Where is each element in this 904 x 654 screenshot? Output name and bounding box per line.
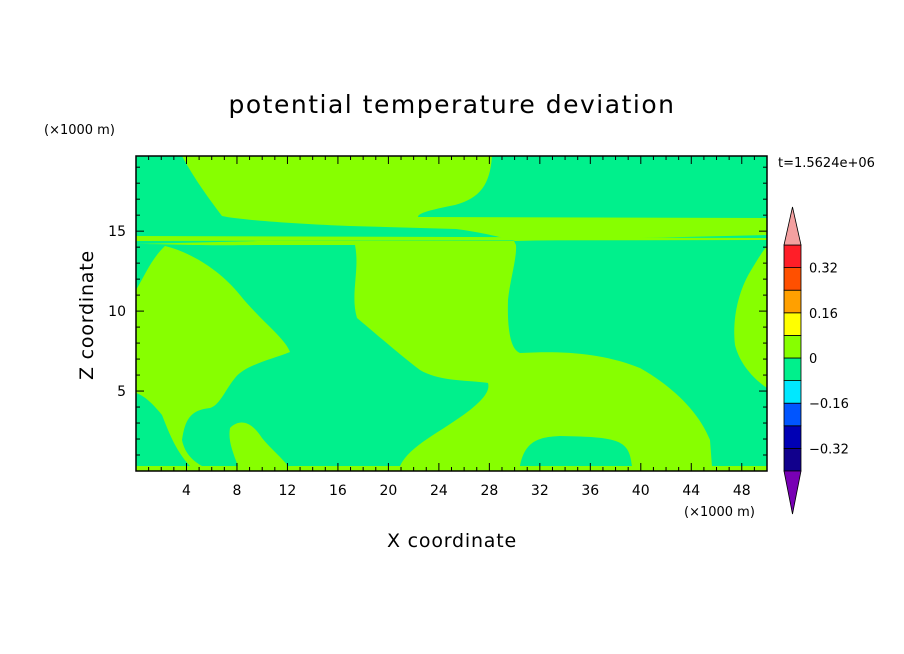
- colorbar-under-triangle: [783, 470, 802, 515]
- positive-region-west-pocket: [136, 246, 290, 466]
- colorbar-segment: [783, 267, 802, 291]
- colorbar-segment: [783, 312, 802, 336]
- colorbar-segment: [783, 380, 802, 404]
- positive-region-bottom-strip: [229, 422, 288, 466]
- x-tick-label: 48: [733, 483, 751, 499]
- x-tick-label: 28: [480, 483, 498, 499]
- colorbar-segment: [783, 447, 802, 472]
- colorbar-segment: [783, 289, 802, 314]
- x-unit-label: (×1000 m): [684, 505, 755, 520]
- y-tick-label: 10: [108, 304, 126, 320]
- x-tick-label: 44: [682, 483, 700, 499]
- x-tick-label: 20: [379, 483, 397, 499]
- x-tick-label: 4: [182, 483, 191, 499]
- plot-area: [135, 155, 768, 472]
- x-tick-label: 24: [430, 483, 448, 499]
- time-label: t=1.5624e+06: [778, 156, 875, 171]
- x-tick-label: 12: [279, 483, 297, 499]
- x-tick-labels: 4 8 12 16 20 24 28 32 36 40 44 48: [182, 483, 751, 499]
- plot-frame: [135, 155, 768, 472]
- y-tick-labels: 5 10 15: [108, 224, 126, 400]
- x-tick-label: 32: [531, 483, 549, 499]
- colorbar-segment: [783, 244, 802, 269]
- colorbar-tick-label: 0: [809, 352, 817, 367]
- positive-region-east-edge: [734, 246, 767, 388]
- x-tick-label: 36: [581, 483, 599, 499]
- y-axis-label: Z coordinate: [76, 250, 98, 380]
- y-tick-label: 15: [108, 224, 126, 240]
- x-tick-label: 40: [632, 483, 650, 499]
- colorbar-tick-label: 0.16: [809, 307, 838, 322]
- colorbar-segment: [783, 334, 802, 359]
- colorbar-segment: [783, 357, 802, 382]
- colorbar-tick-label: −0.32: [809, 442, 849, 457]
- colorbar-tick-label: −0.16: [809, 397, 849, 412]
- x-axis-label: X coordinate: [387, 530, 517, 552]
- colorbar: 0.32 0.16 0 −0.16 −0.32: [783, 206, 849, 515]
- y-tick-label: 5: [117, 384, 126, 400]
- colorbar-over-triangle: [783, 206, 802, 246]
- positive-region-main-west: [136, 241, 712, 467]
- positive-region-thin-line: [136, 236, 767, 241]
- x-tick-label: 8: [232, 483, 241, 499]
- chart-title: potential temperature deviation: [229, 90, 676, 119]
- colorbar-tick-label: 0.32: [809, 262, 838, 277]
- positive-region-upper-band: [182, 156, 767, 241]
- colorbar-segment: [783, 425, 802, 449]
- x-tick-label: 16: [329, 483, 347, 499]
- y-unit-label: (×1000 m): [44, 123, 115, 138]
- colorbar-segment: [783, 402, 802, 427]
- positive-contour-regions: [136, 156, 767, 471]
